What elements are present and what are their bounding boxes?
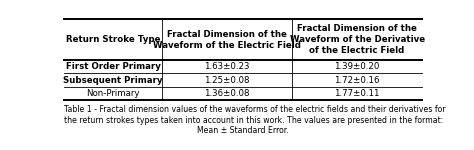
Text: Mean ± Standard Error.: Mean ± Standard Error. <box>197 126 289 135</box>
Text: 1.39±0.20: 1.39±0.20 <box>335 62 380 71</box>
Text: Subsequent Primary: Subsequent Primary <box>63 76 163 85</box>
Text: the return strokes types taken into account in this work. The values are present: the return strokes types taken into acco… <box>64 116 443 125</box>
Text: 1.63±0.23: 1.63±0.23 <box>204 62 250 71</box>
Text: 1.36±0.08: 1.36±0.08 <box>204 89 250 98</box>
Text: Return Stroke Type: Return Stroke Type <box>66 35 160 44</box>
Text: 1.72±0.16: 1.72±0.16 <box>334 76 380 85</box>
Text: 1.25±0.08: 1.25±0.08 <box>204 76 250 85</box>
Text: Fractal Dimension of the
Waveform of the Electric Field: Fractal Dimension of the Waveform of the… <box>153 30 301 50</box>
Text: Table 1 - Fractal dimension values of the waveforms of the electric fields and t: Table 1 - Fractal dimension values of th… <box>64 105 445 114</box>
Text: First Order Primary: First Order Primary <box>65 62 160 71</box>
Text: Fractal Dimension of the
Waveform of the Derivative
of the Electric Field: Fractal Dimension of the Waveform of the… <box>290 24 425 55</box>
Text: 1.77±0.11: 1.77±0.11 <box>334 89 380 98</box>
Text: Non-Primary: Non-Primary <box>86 89 140 98</box>
